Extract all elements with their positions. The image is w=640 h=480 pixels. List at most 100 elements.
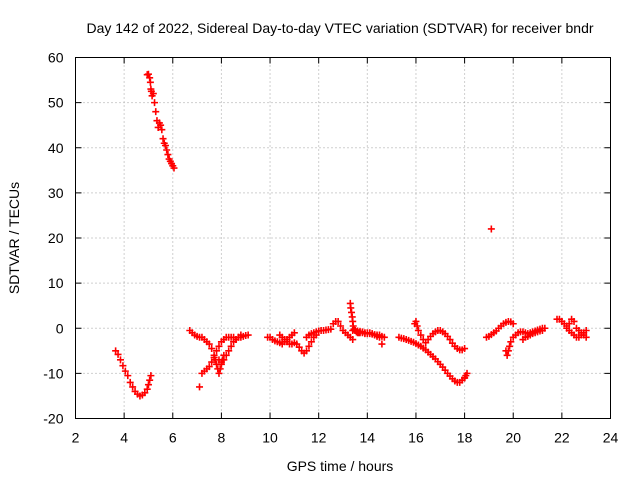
series-arc-6 — [196, 383, 204, 391]
data-point — [119, 362, 127, 370]
series-arc-21 — [563, 324, 590, 341]
data-point — [141, 389, 149, 397]
x-tick-label: 14 — [360, 430, 376, 446]
data-point — [213, 347, 221, 355]
data-point — [290, 329, 298, 337]
axis-ticks — [75, 57, 611, 419]
x-tick-label: 18 — [457, 430, 473, 446]
data-point — [565, 320, 573, 328]
data-point — [307, 338, 315, 346]
data-point — [159, 135, 167, 143]
data-points — [112, 70, 590, 400]
series-arc-17 — [482, 317, 517, 341]
data-point — [507, 338, 515, 346]
data-point — [216, 365, 224, 373]
data-point — [126, 378, 134, 386]
y-tick-label: 10 — [48, 275, 64, 291]
x-tick-label: 16 — [408, 430, 424, 446]
data-point — [244, 331, 252, 339]
series-arc-2 — [143, 70, 178, 172]
series-arc-13 — [395, 333, 469, 386]
x-tick-label: 4 — [120, 430, 128, 446]
data-point — [215, 342, 223, 350]
data-point — [144, 70, 152, 78]
data-point — [146, 78, 154, 86]
data-point — [161, 141, 169, 149]
series-arc-15 — [461, 369, 471, 382]
y-tick-label: -20 — [43, 411, 63, 427]
data-point — [205, 340, 213, 348]
x-tick-label: 20 — [505, 430, 521, 446]
data-point — [116, 356, 124, 364]
data-point — [215, 369, 223, 377]
data-point — [506, 342, 514, 350]
grid-lines — [75, 57, 611, 419]
series-arc-19 — [519, 327, 546, 344]
data-point — [504, 347, 512, 355]
data-point — [114, 350, 122, 358]
data-point — [570, 317, 578, 325]
series-arc-16 — [487, 225, 495, 233]
x-tick-label: 6 — [169, 430, 177, 446]
data-point — [303, 347, 311, 355]
data-point — [222, 351, 230, 359]
data-point — [164, 151, 172, 159]
y-tick-label: 20 — [48, 230, 64, 246]
y-tick-label: 30 — [48, 185, 64, 201]
data-point — [210, 354, 218, 362]
x-tick-label: 12 — [311, 430, 327, 446]
data-point — [208, 345, 216, 353]
data-point — [582, 327, 590, 335]
data-point — [121, 367, 129, 375]
data-point — [144, 381, 152, 389]
data-point — [327, 325, 335, 333]
data-point — [446, 336, 454, 344]
data-point — [129, 383, 137, 391]
data-point — [538, 327, 546, 335]
series-arc-1 — [112, 347, 155, 400]
data-point — [463, 369, 471, 377]
y-axis-label: SDTVAR / TECUs — [6, 182, 22, 294]
data-point — [124, 372, 132, 380]
data-point — [582, 333, 590, 341]
data-point — [305, 342, 313, 350]
data-point — [503, 351, 511, 359]
y-tick-label: 40 — [48, 140, 64, 156]
data-point — [334, 317, 342, 325]
series-arc-5 — [215, 331, 245, 366]
y-tick-label: 0 — [56, 320, 64, 336]
data-point — [143, 385, 151, 393]
x-tick-label: 22 — [554, 430, 570, 446]
x-tick-label: 2 — [72, 430, 80, 446]
data-point — [295, 343, 303, 351]
data-point — [225, 347, 233, 355]
data-point — [157, 121, 165, 129]
data-point — [158, 126, 166, 134]
data-point — [112, 347, 120, 355]
data-point — [147, 372, 155, 380]
data-point — [349, 336, 357, 344]
y-tick-label: -10 — [43, 365, 63, 381]
x-tick-label: 8 — [218, 430, 226, 446]
y-tick-label: 60 — [48, 50, 64, 66]
data-point — [461, 345, 469, 353]
data-point — [220, 356, 228, 364]
series-arc-9 — [303, 325, 335, 341]
data-point — [196, 383, 204, 391]
data-point — [152, 108, 160, 116]
data-point — [205, 363, 213, 371]
chart-title: Day 142 of 2022, Sidereal Day-to-day VTE… — [86, 20, 593, 36]
series-arc-14 — [411, 317, 469, 354]
data-point — [417, 331, 425, 339]
series-arc-10 — [329, 317, 357, 344]
data-point — [337, 322, 345, 330]
data-point — [487, 225, 495, 233]
data-point — [146, 376, 154, 384]
y-tick-label: 50 — [48, 95, 64, 111]
data-point — [227, 342, 235, 350]
data-point — [151, 99, 159, 107]
data-point — [413, 322, 421, 330]
data-point — [163, 146, 171, 154]
